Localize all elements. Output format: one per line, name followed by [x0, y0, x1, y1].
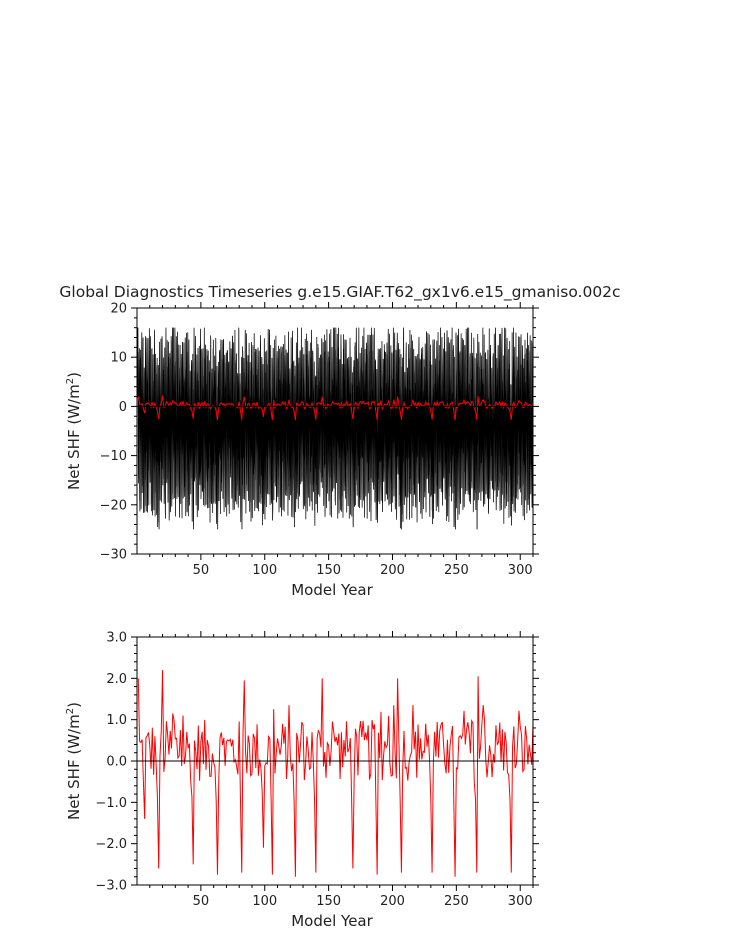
y-tick-label-top: 20: [110, 302, 127, 317]
figure-title: Global Diagnostics Timeseries g.e15.GIAF…: [59, 283, 620, 302]
x-tick-label-top: 50: [193, 563, 210, 578]
y-tick-label-bottom: 2.0: [106, 672, 127, 687]
plot-area-bottom: [137, 670, 533, 877]
x-tick-label-top: 250: [444, 563, 469, 578]
y-tick-label-bottom: 1.0: [106, 713, 127, 728]
y-tick-label-bottom: 3.0: [106, 631, 127, 646]
series-line-top-annual: [137, 395, 533, 421]
y-tick-label-bottom: −2.0: [95, 837, 127, 852]
series-line-top-monthly: [137, 327, 533, 530]
x-tick-label-top: 200: [380, 563, 405, 578]
plot-frame-top: [136, 307, 534, 555]
y-tick-label-top: 0: [119, 400, 127, 415]
x-tick-label-bottom: 300: [508, 894, 533, 909]
y-axis-label-top: Net SHF (W/m2): [65, 372, 83, 490]
x-tick-label-bottom: 150: [316, 894, 341, 909]
x-tick-label-bottom: 100: [252, 894, 277, 909]
y-tick-label-bottom: −1.0: [95, 796, 127, 811]
plot-area-top: [137, 327, 533, 530]
x-tick-label-bottom: 250: [444, 894, 469, 909]
y-axis-label-bottom: Net SHF (W/m2): [65, 702, 83, 820]
x-axis-label-bottom: Model Year: [291, 912, 373, 930]
series-line-bottom-annual: [137, 670, 533, 877]
y-tick-label-top: −30: [100, 548, 127, 563]
x-tick-label-bottom: 50: [193, 894, 210, 909]
x-tick-label-top: 300: [508, 563, 533, 578]
x-tick-label-top: 100: [252, 563, 277, 578]
x-tick-label-top: 150: [316, 563, 341, 578]
panel-top: 50 100 150 200 250 300 −30 −20 −10 0 10 20 Model Yea…: [65, 302, 539, 599]
y-tick-label-top: 10: [110, 351, 127, 366]
y-tick-label-top: −10: [100, 449, 127, 464]
y-tick-label-bottom: 0.0: [106, 755, 127, 770]
panel-bottom: 50 100 150 200 250 300 −3.0 −2.0 −1.0 0.0 1.0 2.0 3.…: [65, 631, 539, 930]
y-tick-label-top: −20: [100, 498, 127, 513]
y-tick-label-bottom: −3.0: [95, 879, 127, 894]
x-tick-label-bottom: 200: [380, 894, 405, 909]
x-axis-label-top: Model Year: [291, 581, 373, 599]
